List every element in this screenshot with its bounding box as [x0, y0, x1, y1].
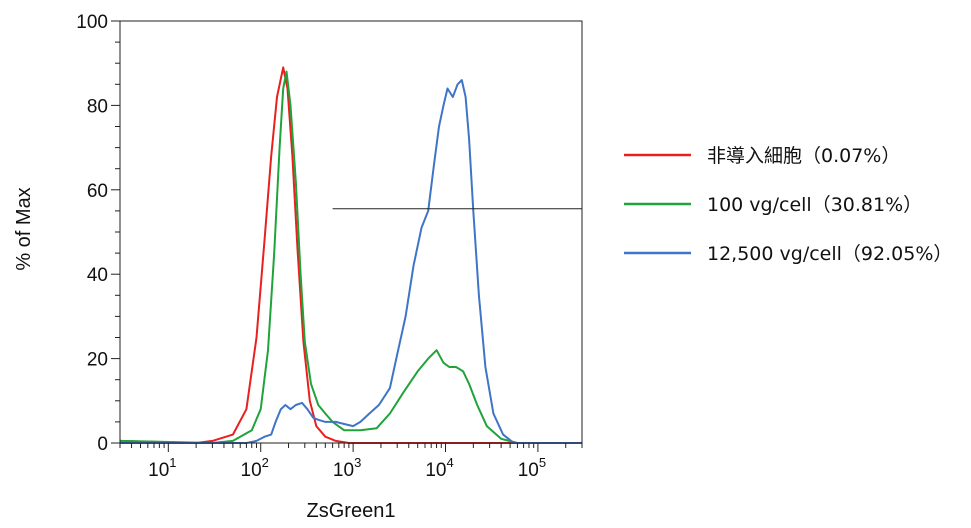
x-tick-label: 105	[518, 455, 546, 481]
x-tick-label: 102	[241, 455, 269, 481]
legend-label-3: 12,500 vg/cell（92.05%）	[707, 243, 952, 265]
x-tick-label: 101	[148, 455, 176, 481]
y-tick-label: 40	[87, 265, 108, 286]
y-tick-label: 100	[76, 12, 108, 33]
y-tick-label: 20	[87, 350, 108, 371]
x-tick-label: 103	[333, 455, 361, 481]
series-line-1	[119, 66, 582, 444]
y-tick-label: 60	[87, 181, 108, 202]
series-line-2	[119, 70, 582, 444]
legend-label-2: 100 vg/cell（30.81%）	[707, 194, 922, 216]
y-axis-title: % of Max	[13, 187, 35, 270]
x-axis-title: ZsGreen1	[307, 500, 396, 522]
y-tick-label: 80	[87, 96, 108, 117]
legend-label-1: 非導入細胞（0.07%）	[707, 145, 900, 167]
x-tick-label: 104	[425, 455, 453, 481]
series-line-3	[120, 79, 582, 444]
plot-frame	[119, 20, 583, 444]
y-tick-label: 0	[97, 434, 108, 455]
